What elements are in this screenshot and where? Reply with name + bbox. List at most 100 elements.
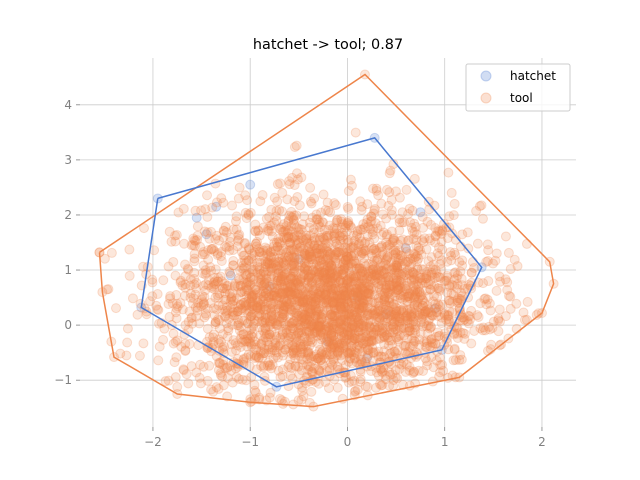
tool-point [347,307,358,318]
tool-point [154,341,165,352]
legend-label-hatchet: hatchet [510,69,556,83]
tool-point [241,375,252,386]
tool-point [289,247,300,258]
tool-point [341,285,352,296]
tool-point [436,255,447,266]
tool-point [249,385,260,396]
tool-point [322,197,333,208]
tool-point [364,320,375,331]
tool-point [351,348,362,359]
tool-point [342,347,353,358]
tool-point [221,284,232,295]
tool-point [354,299,365,310]
tool-point [434,330,445,341]
tool-point [288,267,299,278]
tool-point [102,284,113,295]
x-tick-label: 1 [441,435,449,449]
tool-point [202,323,213,334]
tool-point [494,316,505,327]
tool-point [306,386,317,397]
tool-point [244,324,255,335]
tool-point [234,229,245,240]
tool-point [284,359,295,370]
tool-point [337,306,348,317]
tool-point [153,355,164,366]
tool-point [317,254,328,265]
tool-point [455,327,466,338]
tool-point [420,306,431,317]
tool-point [342,251,353,262]
tool-point [254,247,265,258]
tool-point [225,361,236,372]
tool-point [226,339,237,350]
tool-point [380,309,391,320]
tool-point [436,236,447,247]
tool-point [323,297,334,308]
tool-point [404,270,415,281]
tool-point [171,229,182,240]
tool-point [225,232,236,243]
tool-point [444,211,455,222]
tool-point [446,288,457,299]
tool-point [297,382,308,393]
tool-point [388,316,399,327]
tool-point [360,321,371,332]
tool-point [241,257,252,268]
hatchet-point [429,303,440,314]
tool-point [433,251,444,262]
tool-point [337,315,348,326]
tool-point [316,334,327,345]
tool-point [266,311,277,322]
tool-point [408,368,419,379]
tool-point [396,260,407,271]
tool-point [151,300,162,311]
tool-point [315,244,326,255]
tool-point [394,306,405,317]
tool-point [311,209,322,220]
tool-point [283,232,294,243]
tool-point [291,337,302,348]
tool-point [134,350,145,361]
tool-point [331,258,342,269]
tool-point [271,278,282,289]
tool-point [265,332,276,343]
tool-point [222,331,233,342]
tool-point [392,295,403,306]
tool-point [478,322,489,333]
tool-point [273,253,284,264]
tool-point [251,342,262,353]
tool-point [183,316,194,327]
tool-point [390,186,401,197]
tool-point [342,317,353,328]
tool-point [265,316,276,327]
tool-point [264,259,275,270]
tool-point [343,203,354,214]
tool-point [284,317,295,328]
tool-point [178,364,189,375]
tool-point [454,354,465,365]
tool-point [250,284,261,295]
tool-point [236,329,247,340]
tool-point [404,341,415,352]
tool-point [337,219,348,230]
tool-point [284,210,295,221]
tool-point [281,234,292,245]
tool-point [190,235,201,246]
tool-point [326,317,337,328]
tool-point [371,245,382,256]
tool-point [433,311,444,322]
tool-point [334,264,345,275]
tool-point [370,298,381,309]
tool-point [111,303,122,314]
tool-point [253,226,264,237]
tool-point [339,300,350,311]
tool-point [358,246,369,257]
tool-point [436,229,447,240]
tool-point [329,374,340,385]
tool-point [323,238,334,249]
tool-point [206,226,217,237]
tool-point [328,311,339,322]
tool-point [442,311,453,322]
tool-point [224,241,235,252]
tool-point [307,212,318,223]
